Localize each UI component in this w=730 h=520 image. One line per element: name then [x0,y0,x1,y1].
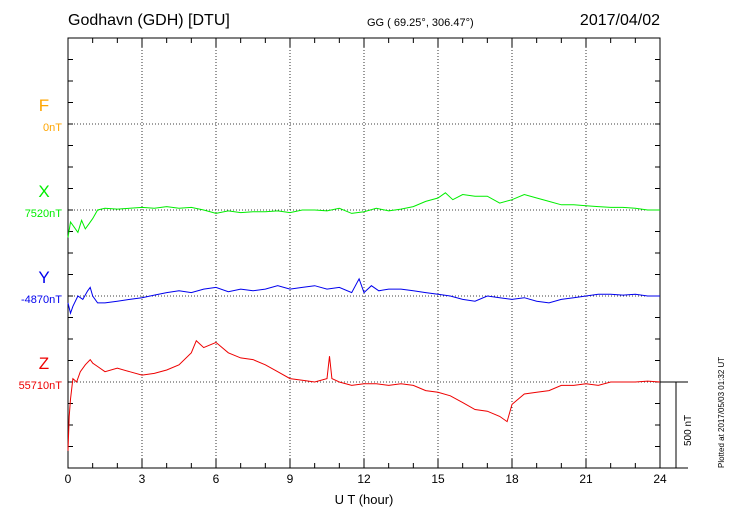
series-labels: F 0nT X 7520nT Y -4870nT Z 55710nT [19,96,63,392]
series-name-y: Y [38,268,49,287]
x-tick-label: 0 [65,472,72,486]
series-name-z: Z [39,354,49,373]
series-baseline-x: 7520nT [25,208,63,220]
scale-bar: 500 nT [660,381,694,469]
series-baseline-y: -4870nT [21,294,62,306]
x-tick-label: 18 [505,472,519,486]
x-tick-label: 24 [653,472,667,486]
x-tick-label: 9 [287,472,294,486]
scale-bar-label: 500 nT [683,415,694,446]
grid-lines [68,38,660,468]
x-tick-label: 12 [357,472,371,486]
station-title: Godhavn (GDH) [DTU] [68,12,230,29]
series-name-x: X [38,182,49,201]
series-baseline-f: 0nT [43,122,62,134]
axis-ticks: 0 3 6 9 12 15 18 21 24 [65,37,667,486]
x-tick-label: 3 [139,472,146,486]
x-tick-label: 6 [213,472,220,486]
series-baseline-z: 55710nT [19,380,63,392]
plot-frame [67,37,661,469]
trace-x [67,192,660,238]
series-traces [67,192,661,451]
trace-z [67,339,661,451]
plot-timestamp-note: Plotted at 2017/05/03 01:32 UT [717,357,726,468]
x-tick-label: 21 [579,472,593,486]
x-tick-label: 15 [431,472,445,486]
series-name-f: F [39,96,49,115]
trace-y [67,277,660,315]
station-coordinates: GG ( 69.25°, 306.47°) [367,17,474,29]
x-axis-title: U T (hour) [335,492,394,507]
chart-date: 2017/04/02 [579,12,660,29]
